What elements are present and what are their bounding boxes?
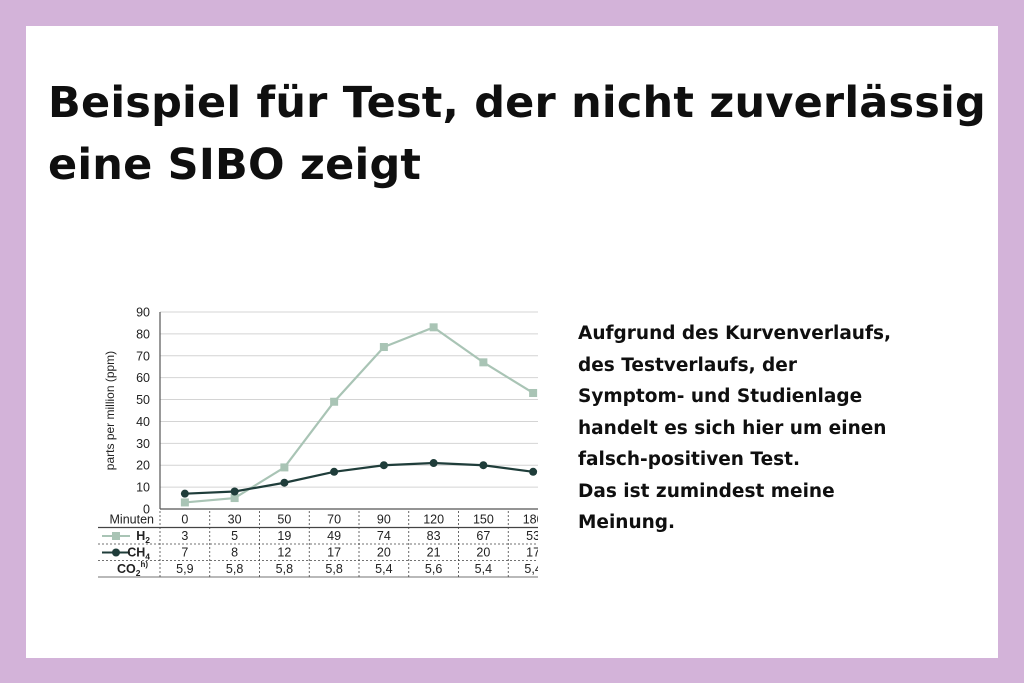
table-row-label-co2: CO2h) [117, 560, 148, 578]
series-0-value-2: 19 [277, 529, 291, 543]
x-tick-label-4: 90 [377, 513, 391, 527]
series-0-value-7: 53 [526, 529, 538, 543]
y-tick-label-20: 20 [136, 459, 150, 473]
series-0-point-6 [479, 358, 488, 367]
x-tick-label-5: 120 [423, 513, 444, 527]
series-0-value-3: 49 [327, 529, 341, 543]
series-0-value-4: 74 [377, 529, 391, 543]
legend-marker-0 [112, 532, 120, 540]
title-line-1: Beispiel für Test, der nicht zuverlässig [48, 78, 987, 128]
y-tick-label-60: 60 [136, 371, 150, 385]
series-1-value-1: 8 [231, 546, 238, 560]
co2-value-7: 5,4 [524, 562, 538, 576]
x-tick-label-1: 30 [228, 513, 242, 527]
series-line-0 [184, 326, 534, 504]
y-tick-label-50: 50 [136, 393, 150, 407]
co2-value-3: 5,8 [325, 562, 342, 576]
explanation-text: Aufgrund des Kurvenverlaufs, des Testver… [578, 318, 978, 539]
x-tick-label-2: 50 [277, 513, 291, 527]
series-0-point-3 [330, 397, 339, 406]
series-0-point-7 [529, 388, 538, 397]
explanation-line-5: falsch-positiven Test. [578, 449, 800, 470]
series-0-value-6: 67 [476, 529, 490, 543]
series-0-point-1 [230, 494, 239, 503]
series-1-value-3: 17 [327, 546, 341, 560]
y-tick-label-10: 10 [136, 481, 150, 495]
series-1-point-7 [529, 467, 538, 476]
explanation-line-3: Symptom- und Studienlage [578, 386, 863, 407]
explanation-line-6: Das ist zumindest meine [578, 480, 835, 502]
series-1-value-2: 12 [277, 546, 291, 560]
series-0-value-5: 83 [427, 529, 441, 543]
series-1-value-5: 21 [427, 546, 441, 560]
series-0-point-2 [280, 463, 289, 472]
series-0-point-4 [379, 343, 388, 352]
series-0-point-5 [429, 323, 438, 332]
series-1-value-4: 20 [377, 546, 391, 560]
slide-card: Beispiel für Test, der nicht zuverlässig… [26, 26, 998, 658]
series-1-point-2 [280, 478, 289, 487]
series-1-point-3 [330, 467, 339, 476]
y-tick-label-80: 80 [136, 327, 150, 341]
legend-marker-1 [112, 548, 120, 557]
series-1-value-7: 17 [526, 546, 538, 560]
y-tick-label-30: 30 [136, 437, 150, 451]
explanation-line-7: Meinung. [578, 512, 676, 533]
x-tick-label-6: 150 [473, 513, 494, 527]
y-tick-label-90: 90 [136, 306, 150, 320]
legend-label-0: H2 [136, 529, 150, 545]
legend-label-1: CH4 [127, 546, 150, 562]
co2-value-5: 5,6 [425, 562, 442, 576]
x-tick-label-3: 70 [327, 513, 341, 527]
series-1-point-4 [379, 461, 388, 470]
series-0-point-0 [180, 498, 189, 507]
page-title: Beispiel für Test, der nicht zuverlässig… [48, 72, 988, 196]
y-tick-label-70: 70 [136, 349, 150, 363]
series-1-point-5 [429, 459, 438, 468]
breath-test-chart: 0 10 20 30 40 50 60 70 80 90 parts per million (pp… [68, 280, 559, 600]
explanation-line-4: handelt es sich hier um einen [578, 417, 887, 439]
explanation-line-2: des Testverlaufs, der [578, 354, 797, 376]
y-tick-label-40: 40 [136, 415, 150, 429]
y-axis-label: parts per million (ppm) [103, 351, 117, 470]
co2-value-1: 5,8 [226, 562, 243, 576]
series-1-point-1 [230, 487, 239, 496]
co2-value-4: 5,4 [375, 562, 392, 576]
co2-value-2: 5,8 [276, 562, 293, 576]
co2-value-6: 5,4 [475, 562, 492, 576]
series-1-value-6: 20 [476, 546, 490, 560]
series-0-value-1: 5 [231, 529, 238, 543]
series-1-point-6 [479, 461, 488, 470]
series-line-1 [184, 461, 534, 495]
x-tick-label-0: 0 [181, 513, 188, 527]
explanation-line-1: Aufgrund des Kurvenverlaufs, [578, 323, 892, 344]
x-tick-label-7: 180 [523, 513, 538, 527]
series-1-value-0: 7 [181, 546, 188, 560]
co2-value-0: 5,9 [176, 562, 193, 576]
series-1-point-0 [180, 489, 189, 498]
title-line-2: eine SIBO zeigt [48, 140, 422, 190]
x-axis-label: Minuten [110, 513, 155, 527]
series-0-value-0: 3 [181, 529, 188, 543]
y-tick-label-0: 0 [143, 503, 150, 517]
